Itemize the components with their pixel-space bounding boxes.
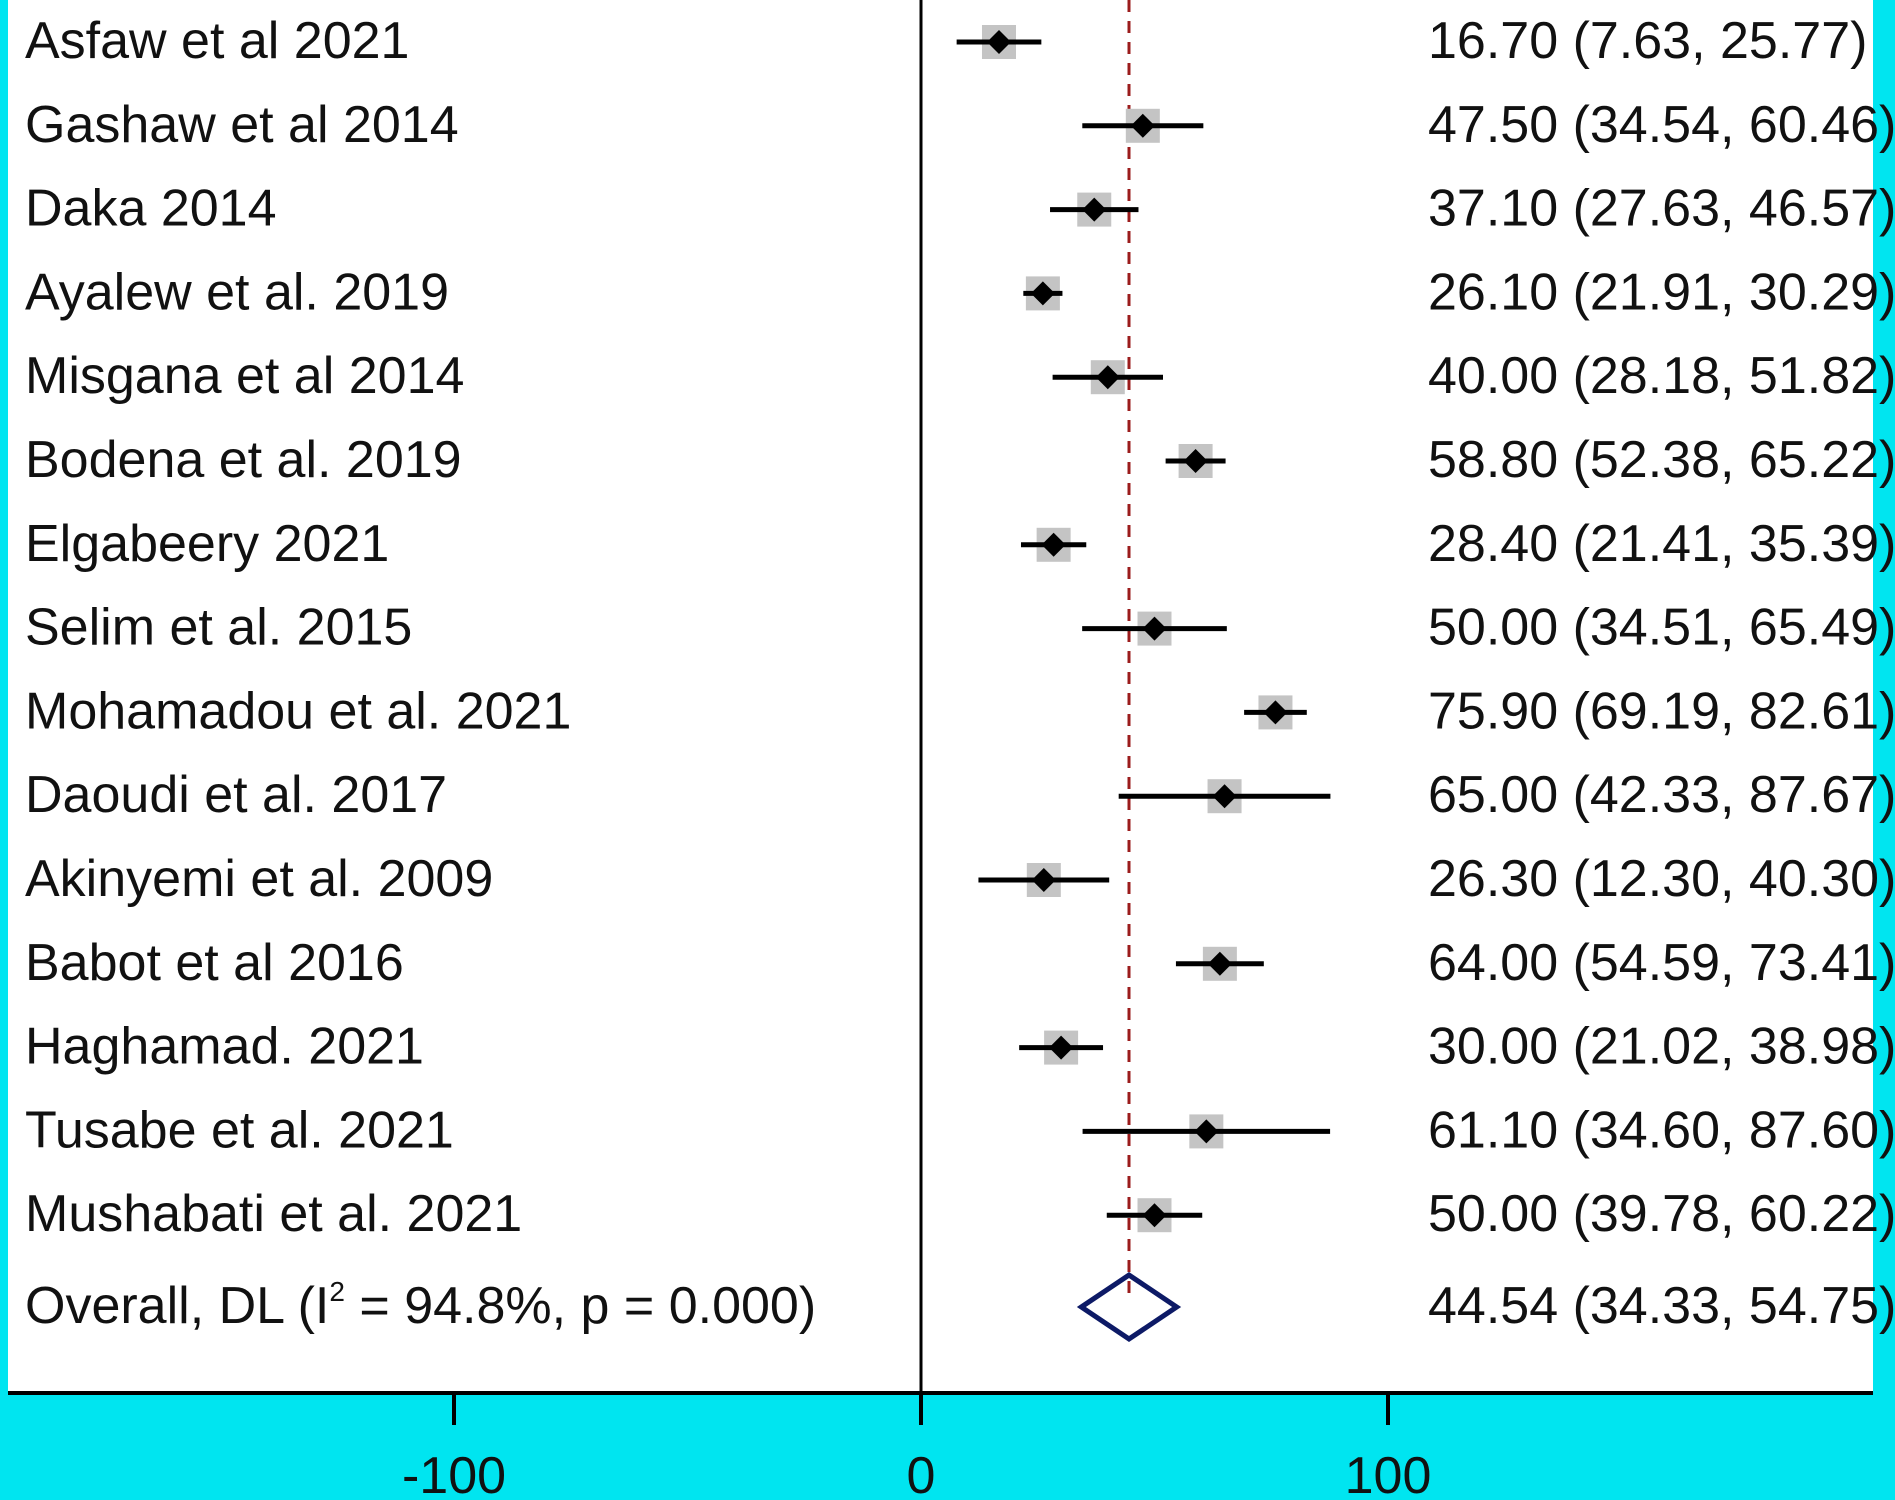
study-label: Selim et al. 2015 [25,599,412,657]
study-point-estimate [1142,616,1167,641]
study-ci-text: 58.80 (52.38, 65.22) [1428,431,1895,489]
study-point-estimate [1183,449,1208,473]
study-ci-text: 61.10 (34.60, 87.60) [1428,1101,1895,1159]
study-ci-text: 65.00 (42.33, 87.67) [1428,766,1895,824]
study-ci-text: 26.10 (21.91, 30.29) [1428,263,1895,321]
plot-panel [8,0,1873,1392]
study-label: Daoudi et al. 2017 [25,766,447,824]
study-point-estimate [1095,365,1120,390]
study-point-estimate [1030,281,1055,306]
study-point-estimate [1142,1203,1167,1228]
study-ci-text: 26.30 (12.30, 40.30) [1428,850,1895,908]
study-label: Ayalew et al. 2019 [25,263,449,321]
study-point-estimate [1194,1119,1219,1144]
x-tick-label: 100 [1345,1447,1432,1500]
study-label: Babot et al 2016 [25,934,404,992]
study-label: Daka 2014 [25,180,277,238]
overall-ci-text: 44.54 (34.33, 54.75) [1428,1277,1895,1335]
study-label: Misgana et al 2014 [25,347,464,405]
study-label: Akinyemi et al. 2009 [25,850,493,908]
study-label: Gashaw et al 2014 [25,96,459,154]
study-label: Mushabati et al. 2021 [25,1185,522,1243]
study-ci-text: 40.00 (28.18, 51.82) [1428,347,1895,405]
x-tick-label: -100 [402,1447,506,1500]
study-label: Haghamad. 2021 [25,1018,424,1076]
study-ci-text: 50.00 (34.51, 65.49) [1428,599,1895,657]
study-ci-text: 47.50 (34.54, 60.46) [1428,96,1895,154]
study-point-estimate [1212,784,1237,809]
study-ci-text: 50.00 (39.78, 60.22) [1428,1185,1895,1243]
study-point-estimate [1263,700,1288,725]
study-label: Elgabeery 2021 [25,515,389,573]
study-label: Asfaw et al 2021 [25,12,409,70]
study-point-estimate [1082,197,1107,222]
study-point-estimate [1041,532,1066,557]
overall-label: Overall, DL (I2 = 94.8%, p = 0.000) [25,1276,816,1335]
study-ci-text: 64.00 (54.59, 73.41) [1428,934,1895,992]
study-ci-text: 75.90 (69.19, 82.61) [1428,682,1895,740]
study-point-estimate [1130,113,1155,138]
study-point-estimate [1031,868,1056,892]
study-label: Tusabe et al. 2021 [25,1101,454,1159]
study-label: Mohamadou et al. 2021 [25,682,571,740]
x-tick-label: 0 [907,1447,936,1500]
study-point-estimate [1049,1035,1074,1060]
overall-diamond [1076,1271,1182,1343]
study-ci-text: 30.00 (21.02, 38.98) [1428,1018,1895,1076]
study-label: Bodena et al. 2019 [25,431,462,489]
study-ci-text: 16.70 (7.63, 25.77) [1428,12,1867,70]
study-point-estimate [986,30,1011,54]
study-ci-text: 37.10 (27.63, 46.57) [1428,180,1895,238]
study-point-estimate [1207,951,1232,976]
study-ci-text: 28.40 (21.41, 35.39) [1428,515,1895,573]
